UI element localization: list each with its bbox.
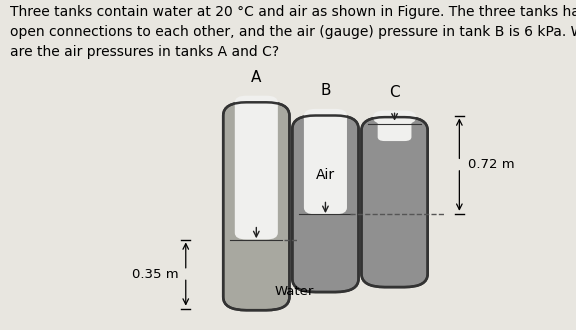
FancyBboxPatch shape	[240, 98, 273, 126]
Text: B: B	[320, 83, 331, 98]
Text: 0.35 m: 0.35 m	[132, 268, 179, 280]
Text: Air: Air	[316, 168, 335, 182]
Text: Water: Water	[274, 285, 313, 298]
FancyBboxPatch shape	[378, 113, 411, 141]
FancyBboxPatch shape	[292, 115, 358, 292]
Text: Three tanks contain water at 20 °C and air as shown in Figure. The three tanks h: Three tanks contain water at 20 °C and a…	[10, 5, 576, 59]
Text: 0.72 m: 0.72 m	[468, 158, 514, 171]
Text: C: C	[389, 85, 400, 100]
FancyBboxPatch shape	[304, 109, 347, 214]
FancyBboxPatch shape	[235, 96, 278, 240]
FancyBboxPatch shape	[309, 112, 342, 139]
FancyBboxPatch shape	[223, 102, 290, 310]
FancyBboxPatch shape	[362, 117, 427, 287]
Text: A: A	[251, 70, 262, 85]
FancyBboxPatch shape	[373, 111, 416, 124]
